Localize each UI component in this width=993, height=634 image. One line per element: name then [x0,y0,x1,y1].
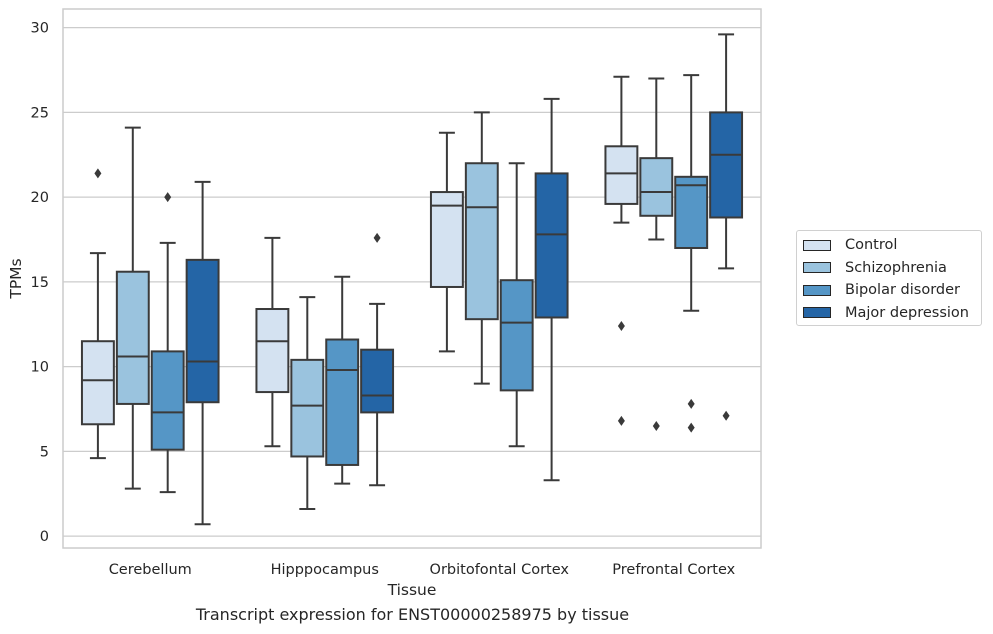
box-iqr [429,191,464,288]
y-tick-label: 5 [40,444,49,460]
box-control-cerebellum [80,168,115,460]
legend-label-schizophrenia: Schizophrenia [845,259,947,276]
outlier-point [722,410,730,421]
tick-labels: 0 5 10 15 20 25 30 Cerebellum Hipppocampus Orbito… [31,21,736,578]
outlier-point [687,398,695,409]
box-control-orbitofontal-cortex [429,131,464,353]
outlier-point [652,420,660,431]
y-tick-label: 25 [31,105,49,121]
box-major-depression-orbitofontal-cortex [534,97,569,482]
outlier-point [164,192,172,203]
box-iqr [534,172,569,319]
box-major-depression-prefrontal-cortex [709,33,744,421]
box-schizophrenia-hipppocampus [290,296,325,511]
outlier-point [687,422,695,433]
box-major-depression-cerebellum [185,180,220,526]
legend-swatch-major-depression [803,307,831,319]
box-major-depression-hipppocampus [360,232,395,487]
box-iqr [325,338,360,466]
outlier-point [94,168,102,179]
outlier-point [617,415,625,426]
box-iqr [185,258,220,404]
box-schizophrenia-prefrontal-cortex [639,77,674,431]
chart-caption: Transcript expression for ENST0000025897… [195,605,630,624]
y-axis-title: TPMs [7,258,25,299]
box-bipolar-disorder-orbitofontal-cortex [499,162,534,448]
box-iqr [709,111,744,219]
plot-frame [62,8,762,549]
box-iqr [674,175,709,249]
box-bipolar-disorder-prefrontal-cortex [674,74,709,433]
box-iqr [255,308,290,394]
legend: Control Schizophrenia Bipolar disorder M… [796,230,982,326]
legend-label-bipolar-disorder: Bipolar disorder [845,282,960,299]
legend-swatch-control [803,239,831,251]
box-control-hipppocampus [255,236,290,448]
legend-item-major-depression: Major depression [803,302,981,325]
y-tick-label: 30 [31,21,49,37]
y-tick-label: 20 [31,190,49,206]
boxes [80,33,744,526]
box-control-prefrontal-cortex [604,75,639,426]
box-iqr [639,157,674,217]
y-tick-label: 10 [31,360,49,376]
y-tick-label: 0 [40,529,49,545]
x-tick-label: Prefrontal Cortex [612,562,735,578]
box-iqr [360,348,395,414]
box-schizophrenia-cerebellum [115,126,150,490]
box-iqr [499,279,534,392]
box-iqr [290,358,325,458]
legend-swatch-bipolar-disorder [803,284,831,296]
box-bipolar-disorder-hipppocampus [325,275,360,485]
legend-item-bipolar-disorder: Bipolar disorder [803,279,981,302]
legend-label-major-depression: Major depression [845,304,969,321]
x-axis-title: Tissue [387,581,437,599]
y-tick-label: 15 [31,275,49,291]
outlier-point [617,320,625,331]
x-tick-label: Cerebellum [109,562,192,578]
box-bipolar-disorder-cerebellum [150,192,185,494]
x-tick-label: Orbitofontal Cortex [430,562,570,578]
legend-label-control: Control [845,237,898,254]
legend-item-control: Control [803,234,981,257]
x-tick-label: Hipppocampus [271,562,379,578]
outlier-point [373,232,381,243]
legend-swatch-schizophrenia [803,262,831,274]
box-iqr [604,145,639,205]
box-iqr [150,350,185,451]
box-iqr [80,340,115,426]
box-schizophrenia-orbitofontal-cortex [464,111,499,385]
legend-item-schizophrenia: Schizophrenia [803,257,981,280]
box-iqr [464,162,499,321]
box-iqr [115,270,150,405]
